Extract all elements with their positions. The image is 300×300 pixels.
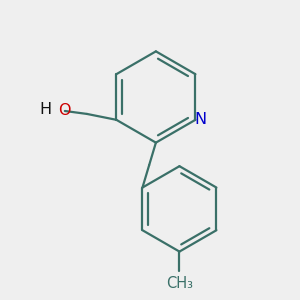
Text: N: N (195, 112, 207, 127)
Text: CH₃: CH₃ (166, 276, 193, 291)
Text: H: H (40, 102, 52, 117)
Text: O: O (58, 103, 71, 118)
